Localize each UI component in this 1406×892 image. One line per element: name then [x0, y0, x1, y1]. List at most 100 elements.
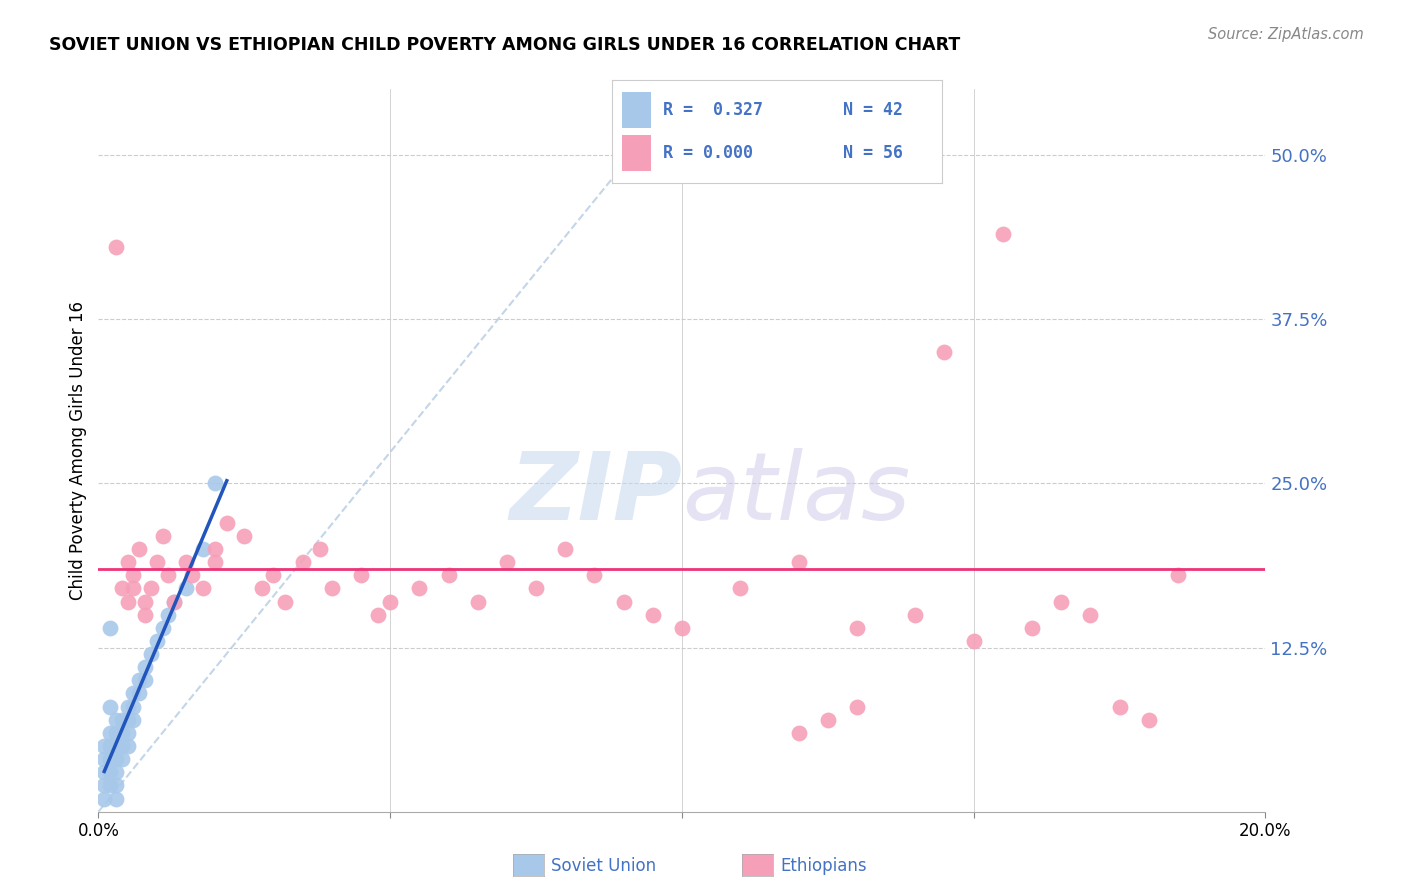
- Point: [93, 779, 115, 793]
- Point: [1167, 568, 1189, 582]
- Point: [350, 568, 373, 582]
- Point: [134, 673, 156, 688]
- Point: [128, 673, 150, 688]
- Point: [262, 568, 284, 582]
- Point: [104, 713, 127, 727]
- Bar: [621, 136, 651, 171]
- Point: [730, 582, 752, 596]
- Point: [437, 568, 460, 582]
- Point: [146, 634, 169, 648]
- Point: [111, 713, 134, 727]
- Point: [817, 713, 839, 727]
- Point: [134, 660, 156, 674]
- Y-axis label: Child Poverty Among Girls Under 16: Child Poverty Among Girls Under 16: [69, 301, 87, 600]
- Point: [291, 555, 314, 569]
- Point: [367, 607, 389, 622]
- Point: [309, 541, 332, 556]
- Point: [139, 647, 162, 661]
- Point: [122, 686, 145, 700]
- Point: [117, 555, 139, 569]
- Point: [117, 699, 139, 714]
- Point: [157, 568, 180, 582]
- Text: ZIP: ZIP: [509, 448, 682, 540]
- Point: [524, 582, 547, 596]
- Point: [111, 739, 134, 753]
- Point: [93, 791, 115, 805]
- Point: [104, 726, 127, 740]
- Point: [98, 726, 121, 740]
- Point: [496, 555, 519, 569]
- Point: [104, 765, 127, 780]
- Point: [991, 227, 1014, 241]
- Point: [117, 739, 139, 753]
- Point: [846, 699, 869, 714]
- Text: Soviet Union: Soviet Union: [551, 857, 657, 875]
- Point: [122, 582, 145, 596]
- Point: [193, 582, 215, 596]
- Point: [204, 476, 226, 491]
- Point: [962, 634, 984, 648]
- Text: Ethiopians: Ethiopians: [780, 857, 868, 875]
- Point: [193, 541, 215, 556]
- Point: [204, 555, 226, 569]
- Point: [1137, 713, 1160, 727]
- Point: [408, 582, 430, 596]
- Point: [152, 529, 174, 543]
- Point: [163, 594, 186, 608]
- Point: [117, 594, 139, 608]
- Text: N = 42: N = 42: [844, 101, 903, 119]
- Point: [174, 555, 197, 569]
- Point: [274, 594, 297, 608]
- Point: [104, 752, 127, 766]
- Point: [250, 582, 273, 596]
- Point: [554, 541, 576, 556]
- Text: atlas: atlas: [682, 449, 910, 540]
- Point: [93, 765, 115, 780]
- Point: [111, 752, 134, 766]
- Point: [122, 713, 145, 727]
- Point: [152, 621, 174, 635]
- Text: R =  0.327: R = 0.327: [662, 101, 763, 119]
- Point: [139, 582, 162, 596]
- Text: N = 56: N = 56: [844, 145, 903, 162]
- Point: [233, 529, 256, 543]
- Point: [104, 791, 127, 805]
- Point: [1050, 594, 1073, 608]
- Point: [117, 726, 139, 740]
- Point: [583, 568, 606, 582]
- Point: [111, 726, 134, 740]
- Point: [204, 541, 226, 556]
- Point: [467, 594, 489, 608]
- Point: [128, 541, 150, 556]
- Point: [787, 726, 810, 740]
- Point: [98, 699, 121, 714]
- Point: [93, 739, 115, 753]
- Point: [380, 594, 402, 608]
- Point: [1021, 621, 1043, 635]
- Point: [98, 739, 121, 753]
- Point: [934, 345, 956, 359]
- Point: [641, 607, 664, 622]
- Point: [98, 621, 121, 635]
- Point: [163, 594, 186, 608]
- Point: [104, 779, 127, 793]
- Point: [128, 686, 150, 700]
- Point: [122, 568, 145, 582]
- Point: [1080, 607, 1102, 622]
- Point: [321, 582, 343, 596]
- Point: [134, 607, 156, 622]
- Point: [122, 699, 145, 714]
- Point: [98, 752, 121, 766]
- Point: [1108, 699, 1130, 714]
- Text: SOVIET UNION VS ETHIOPIAN CHILD POVERTY AMONG GIRLS UNDER 16 CORRELATION CHART: SOVIET UNION VS ETHIOPIAN CHILD POVERTY …: [49, 36, 960, 54]
- Point: [180, 568, 202, 582]
- Point: [98, 779, 121, 793]
- Point: [174, 582, 197, 596]
- Point: [98, 765, 121, 780]
- Point: [104, 739, 127, 753]
- Point: [93, 752, 115, 766]
- Point: [134, 594, 156, 608]
- Point: [157, 607, 180, 622]
- Text: R = 0.000: R = 0.000: [662, 145, 752, 162]
- Bar: [621, 92, 651, 128]
